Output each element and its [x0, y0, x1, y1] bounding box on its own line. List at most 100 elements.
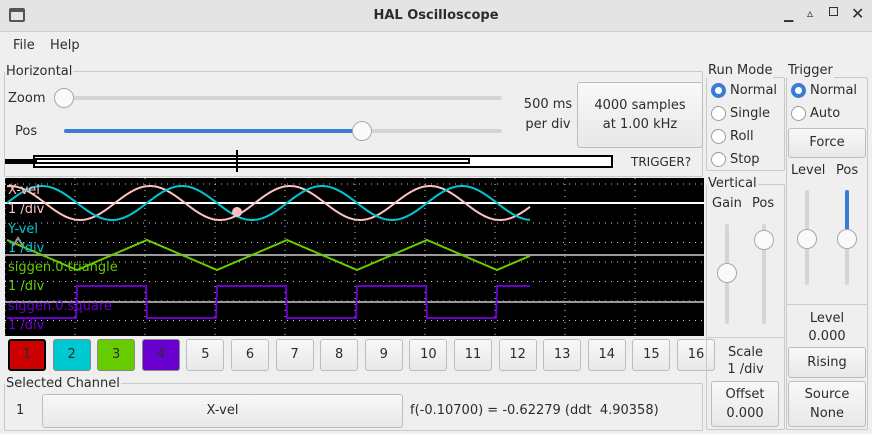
close-button[interactable]: ✕ [851, 4, 865, 23]
source-value: None [810, 406, 844, 421]
scope-display[interactable] [5, 178, 704, 336]
radio-indicator[interactable] [711, 129, 726, 144]
trace-square [7, 285, 530, 319]
vertical-pos-label: Pos [752, 196, 775, 211]
edge-button[interactable]: Rising [788, 347, 866, 378]
trigger-mode-normal[interactable]: Normal [791, 83, 857, 98]
selected-channel-group [4, 383, 703, 431]
channel-button-4[interactable]: 4 [141, 339, 180, 371]
trigger-pos-handle[interactable] [837, 229, 857, 249]
radio-label: Stop [730, 152, 760, 167]
pos-slider-handle[interactable] [352, 121, 372, 141]
gain-slider-handle[interactable] [717, 263, 737, 283]
channel-button-9[interactable]: 9 [364, 339, 403, 371]
window-title: HAL Oscilloscope [373, 8, 499, 23]
run-mode-label: Run Mode [707, 63, 774, 78]
title-bar [0, 0, 872, 32]
force-button[interactable]: Force [788, 128, 866, 158]
zoom-label: Zoom [8, 91, 46, 106]
source-label: Source [804, 386, 850, 402]
radio-indicator[interactable] [791, 106, 806, 121]
run-mode-single[interactable]: Single [711, 106, 770, 121]
channel-button-2[interactable]: 2 [52, 339, 91, 371]
record-position-bar[interactable] [5, 150, 614, 172]
trace-scale-label: 1 /div [8, 202, 45, 218]
channel-button-6[interactable]: 6 [231, 339, 269, 371]
trigger-level-handle[interactable] [797, 229, 817, 249]
channel-button-3[interactable]: 3 [97, 339, 136, 371]
radio-label: Normal [810, 83, 858, 98]
scale-value: 1 /div [727, 362, 764, 377]
channel-button-1[interactable]: 1 [8, 339, 46, 371]
channel-button-14[interactable]: 14 [587, 339, 626, 371]
trigger-pos-fill [845, 190, 849, 235]
trace-name-label: X-vel [8, 183, 40, 198]
minimize-button[interactable]: ▁ [784, 8, 794, 22]
trace-y-vel [6, 185, 531, 221]
gain-label: Gain [712, 196, 742, 211]
samples-button[interactable]: 4000 samples at 1.00 kHz [577, 82, 703, 148]
samples-count: 4000 samples [594, 97, 686, 113]
radio-label: Roll [730, 129, 754, 144]
channel-button-7[interactable]: 7 [275, 339, 314, 371]
horizontal-label: Horizontal [5, 64, 74, 79]
vertical-pos-slider[interactable] [762, 224, 766, 324]
maximize-button[interactable] [829, 7, 838, 16]
channel-button-11[interactable]: 11 [454, 339, 492, 371]
run-mode-normal[interactable]: Normal [711, 83, 777, 98]
trace-scale-label: 1 /div [8, 240, 45, 256]
channel-button-10[interactable]: 10 [409, 339, 448, 371]
radio-indicator[interactable] [791, 83, 806, 98]
scale-label: Scale [728, 345, 763, 360]
vertical-pos-slider-handle[interactable] [754, 230, 774, 250]
radio-label: Single [730, 106, 770, 121]
trigger-status: TRIGGER? [631, 155, 692, 169]
channel-readout: f(-0.10700) = -0.62279 (ddt 4.90358) [410, 403, 659, 418]
trace-name-label: siggen.0.square [8, 298, 112, 314]
pos-label: Pos [15, 124, 38, 139]
radio-indicator[interactable] [711, 152, 726, 167]
offset-label: Offset [725, 386, 765, 402]
radio-label: Auto [810, 106, 841, 121]
trigger-level-arrow [12, 236, 24, 247]
trigger-level-label: Level [791, 163, 826, 178]
trace-scale-label: 1 /div [8, 318, 45, 334]
channel-button-8[interactable]: 8 [320, 339, 359, 371]
trace-scale-label: 1 /div [8, 279, 45, 295]
channel-button-13[interactable]: 13 [543, 339, 582, 371]
offset-button[interactable]: Offset 0.000 [711, 381, 779, 427]
source-button[interactable]: Source None [788, 381, 866, 427]
menu-help[interactable]: Help [50, 38, 80, 53]
app-icon [9, 8, 25, 22]
channel-name-button[interactable]: X-vel [42, 394, 403, 428]
channel-button-16[interactable]: 16 [677, 339, 715, 371]
trace-name-label: Y-vel [8, 221, 39, 237]
vertical-label: Vertical [707, 176, 758, 191]
run-mode-stop[interactable]: Stop [711, 152, 760, 167]
selected-channel-number: 1 [16, 403, 25, 418]
trace-triangle [6, 238, 531, 272]
channel-button-15[interactable]: 15 [632, 339, 671, 371]
trigger-mode-auto[interactable]: Auto [791, 106, 840, 121]
selected-channel-label: Selected Channel [5, 376, 121, 391]
pos-slider-fill [64, 129, 362, 133]
radio-indicator[interactable] [711, 83, 726, 98]
menu-file[interactable]: File [13, 38, 35, 53]
offset-value: 0.000 [726, 406, 764, 421]
trigger-level-value: 0.000 [808, 329, 846, 344]
trace-x-vel [6, 185, 531, 221]
channel-button-12[interactable]: 12 [498, 339, 537, 371]
trigger-marker [232, 207, 242, 217]
trigger-label: Trigger [787, 63, 834, 78]
timebase-unit: per div [525, 117, 571, 132]
samples-rate: at 1.00 kHz [602, 117, 678, 132]
run-mode-roll[interactable]: Roll [711, 129, 754, 144]
timebase-value: 500 ms [523, 97, 573, 112]
trigger-pos-label: Pos [836, 163, 859, 178]
channel-button-5[interactable]: 5 [186, 339, 225, 371]
trigger-level-caption: Level [809, 311, 845, 326]
restore-button[interactable]: ▵ [807, 6, 814, 20]
radio-indicator[interactable] [711, 106, 726, 121]
zoom-slider[interactable] [64, 96, 502, 100]
zoom-slider-handle[interactable] [54, 88, 74, 108]
